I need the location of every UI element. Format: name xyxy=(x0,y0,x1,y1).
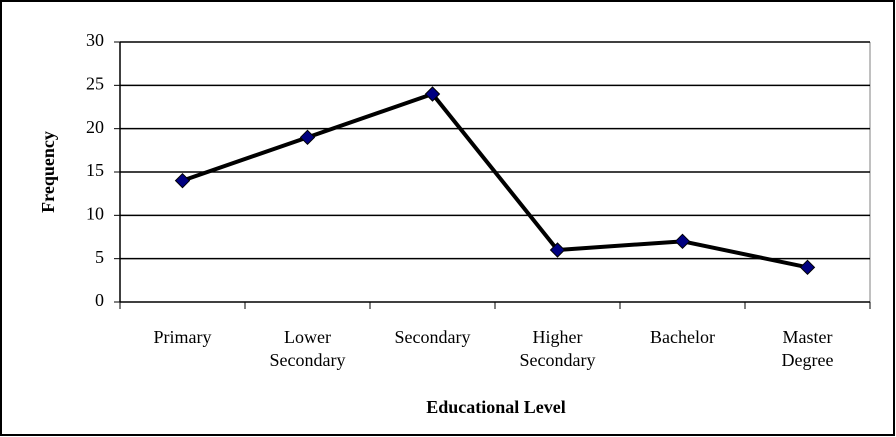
marker xyxy=(674,233,691,250)
x-tick-label: Primary xyxy=(153,327,212,347)
x-axis-title: Educational Level xyxy=(426,397,566,417)
x-tick-label: Master Degree xyxy=(781,327,834,370)
y-tick-label: 20 xyxy=(86,117,104,137)
y-tick-label: 5 xyxy=(95,247,104,267)
marker xyxy=(174,172,191,189)
y-tick-label: 15 xyxy=(86,160,104,180)
marker xyxy=(424,86,441,102)
marker xyxy=(549,242,566,258)
x-tick-label: Secondary xyxy=(394,327,471,347)
y-tick-label: 10 xyxy=(86,203,104,223)
x-tick-label: Higher Secondary xyxy=(519,327,596,370)
y-axis-title: Frequency xyxy=(38,131,58,213)
y-tick-label: 25 xyxy=(86,73,104,93)
marker xyxy=(799,259,816,276)
marker xyxy=(299,129,316,146)
line xyxy=(181,92,808,270)
y-tick-label: 30 xyxy=(86,30,104,50)
y-tick-label: 0 xyxy=(95,290,104,310)
x-tick-label: Bachelor xyxy=(650,327,715,347)
x-tick-label: Lower Secondary xyxy=(269,327,346,370)
